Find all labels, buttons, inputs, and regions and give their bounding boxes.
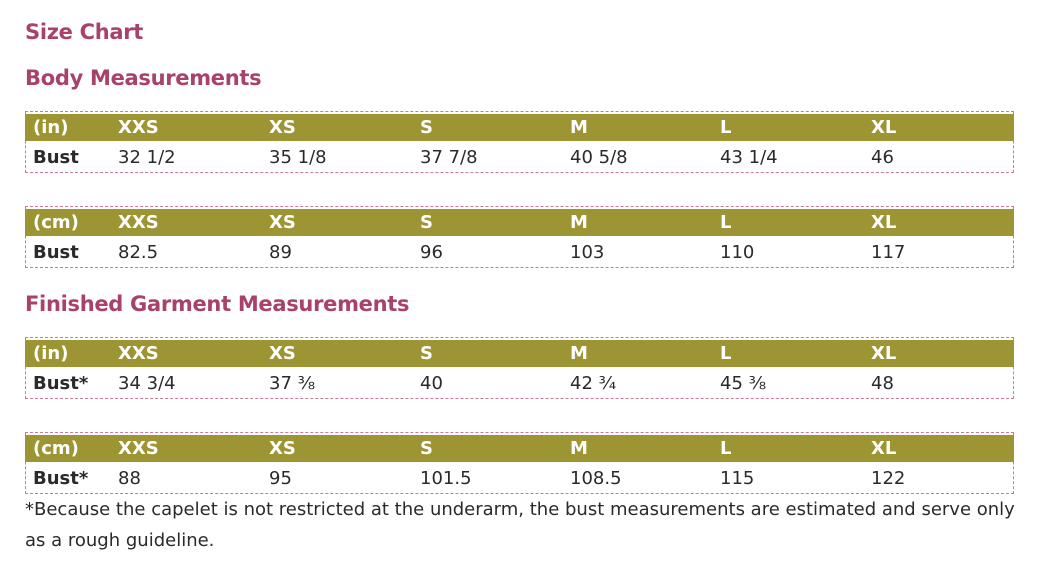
table-border [25, 493, 1014, 494]
size-l-header: L [720, 343, 732, 364]
table-cell: 89 [269, 241, 292, 263]
size-xs-header: XS [269, 343, 296, 364]
table-cell: 108.5 [570, 467, 622, 489]
table-header-row: (cm) XXS XS S M L XL [25, 435, 1014, 462]
table-border [25, 111, 1014, 112]
table-cell: 110 [720, 241, 755, 263]
table-cell: 103 [570, 241, 605, 263]
table-cell: 48 [871, 372, 894, 394]
table-border [25, 206, 1014, 207]
table-cell: 42 ¾ [570, 372, 617, 394]
table-border [1013, 432, 1014, 494]
size-m-header: M [570, 438, 588, 459]
size-xs-header: XS [269, 438, 296, 459]
size-xl-header: XL [871, 343, 897, 364]
size-xl-header: XL [871, 438, 897, 459]
table-border [25, 432, 26, 494]
table-cell: 40 [420, 372, 443, 394]
footnote: *Because the capelet is not restricted a… [25, 499, 1015, 551]
table-cell: 82.5 [118, 241, 159, 263]
size-l-header: L [720, 117, 732, 138]
unit-label: (in) [33, 117, 69, 138]
finished-garment-heading: Finished Garment Measurements [25, 292, 410, 316]
table-border [25, 337, 26, 399]
table-border [25, 111, 26, 173]
row-label: Bust* [33, 372, 89, 394]
unit-label: (cm) [33, 438, 79, 459]
table-cell: 37 ⅜ [269, 372, 316, 394]
row-label: Bust* [33, 467, 89, 489]
unit-label: (in) [33, 343, 69, 364]
size-xs-header: XS [269, 212, 296, 233]
size-xxs-header: XXS [118, 438, 159, 459]
table-cell: 45 ⅜ [720, 372, 767, 394]
table-border [25, 267, 1014, 268]
table-cell: 101.5 [420, 467, 472, 489]
size-m-header: M [570, 117, 588, 138]
table-border [1013, 206, 1014, 268]
size-l-header: L [720, 212, 732, 233]
table-row: Bust* 34 3/4 37 ⅜ 40 42 ¾ 45 ⅜ 48 [25, 369, 1014, 397]
garment-measurements-cm-table: (cm) XXS XS S M L XL Bust* 88 95 101.5 1… [25, 432, 1014, 494]
table-cell: 88 [118, 467, 141, 489]
size-xxs-header: XXS [118, 212, 159, 233]
size-xxs-header: XXS [118, 343, 159, 364]
table-cell: 117 [871, 241, 906, 263]
size-xl-header: XL [871, 212, 897, 233]
table-cell: 95 [269, 467, 292, 489]
row-label: Bust [33, 146, 79, 168]
table-border [25, 206, 26, 268]
table-cell: 122 [871, 467, 906, 489]
table-border [25, 337, 1014, 338]
table-border [1013, 337, 1014, 399]
table-border [25, 432, 1014, 433]
size-s-header: S [420, 212, 433, 233]
table-row: Bust 32 1/2 35 1/8 37 7/8 40 5/8 43 1/4 … [25, 143, 1014, 171]
page-title: Size Chart [25, 20, 144, 44]
table-cell: 96 [420, 241, 443, 263]
table-row: Bust* 88 95 101.5 108.5 115 122 [25, 464, 1014, 492]
body-measurements-inches-table: (in) XXS XS S M L XL Bust 32 1/2 35 1/8 … [25, 111, 1014, 173]
garment-measurements-inches-table: (in) XXS XS S M L XL Bust* 34 3/4 37 ⅜ 4… [25, 337, 1014, 399]
table-cell: 34 3/4 [118, 372, 176, 394]
table-cell: 37 7/8 [420, 146, 478, 168]
table-cell: 40 5/8 [570, 146, 628, 168]
table-cell: 35 1/8 [269, 146, 327, 168]
size-s-header: S [420, 117, 433, 138]
table-cell: 115 [720, 467, 755, 489]
table-border [1013, 111, 1014, 173]
size-m-header: M [570, 343, 588, 364]
table-header-row: (in) XXS XS S M L XL [25, 114, 1014, 141]
table-cell: 46 [871, 146, 894, 168]
table-border [25, 172, 1014, 173]
size-xxs-header: XXS [118, 117, 159, 138]
row-label: Bust [33, 241, 79, 263]
table-header-row: (in) XXS XS S M L XL [25, 340, 1014, 367]
size-l-header: L [720, 438, 732, 459]
body-measurements-heading: Body Measurements [25, 66, 262, 90]
body-measurements-cm-table: (cm) XXS XS S M L XL Bust 82.5 89 96 103… [25, 206, 1014, 268]
table-cell: 43 1/4 [720, 146, 778, 168]
table-border [25, 398, 1014, 399]
size-s-header: S [420, 438, 433, 459]
size-m-header: M [570, 212, 588, 233]
size-xs-header: XS [269, 117, 296, 138]
table-cell: 32 1/2 [118, 146, 176, 168]
size-xl-header: XL [871, 117, 897, 138]
size-s-header: S [420, 343, 433, 364]
table-row: Bust 82.5 89 96 103 110 117 [25, 238, 1014, 266]
table-header-row: (cm) XXS XS S M L XL [25, 209, 1014, 236]
unit-label: (cm) [33, 212, 79, 233]
